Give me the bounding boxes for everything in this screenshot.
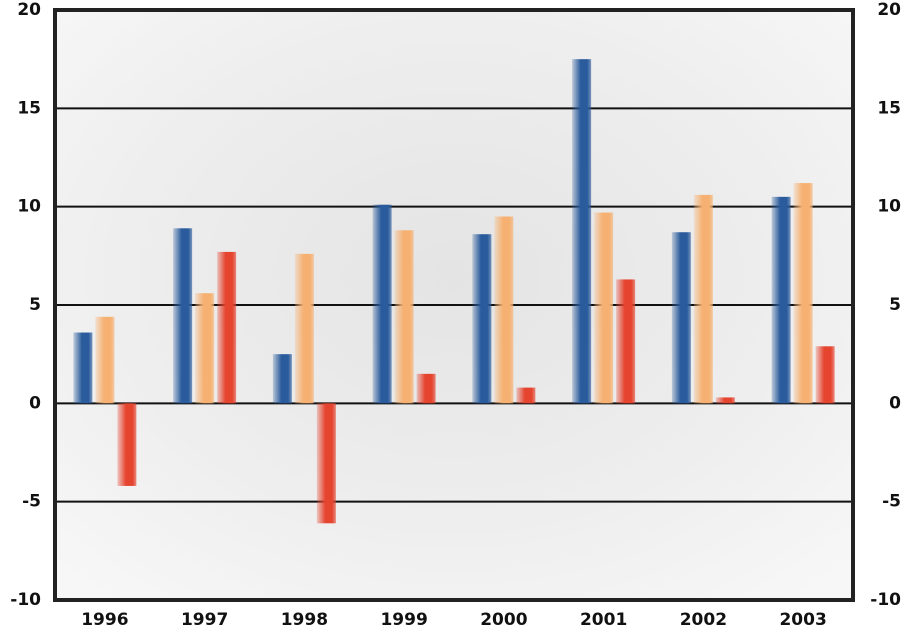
x-tick-label: 2001	[580, 610, 627, 630]
bar	[217, 251, 237, 404]
bar	[516, 387, 536, 404]
y2-tick-label: -5	[882, 492, 901, 512]
bar	[316, 403, 336, 524]
bar	[616, 279, 636, 404]
y2-tick-label: 15	[877, 98, 901, 118]
bar	[693, 194, 713, 404]
plot-frame	[53, 8, 855, 602]
bar	[272, 354, 292, 404]
bar	[671, 232, 691, 404]
bar	[793, 183, 813, 404]
y-tick-label: 5	[29, 295, 41, 315]
x-tick-label: 2002	[680, 610, 727, 630]
y-tick-label: -5	[22, 492, 41, 512]
y-tick-label: 15	[17, 98, 41, 118]
bar	[472, 234, 492, 404]
bar	[572, 59, 592, 404]
y2-tick-label: 0	[889, 393, 901, 413]
bar	[771, 196, 791, 404]
bar	[394, 230, 414, 404]
bar	[494, 216, 514, 404]
bar	[294, 253, 314, 404]
x-tick-label: 1999	[380, 610, 427, 630]
y2-tick-label: 20	[877, 0, 901, 20]
y-tick-label: 10	[17, 197, 41, 217]
bar	[173, 228, 193, 404]
bar	[372, 204, 392, 404]
bar	[594, 212, 614, 404]
bar	[416, 373, 436, 404]
y-tick-label: 0	[29, 393, 41, 413]
x-tick-label: 2003	[779, 610, 826, 630]
x-tick-label: 2000	[480, 610, 527, 630]
bar	[815, 346, 835, 404]
y2-tick-label: 5	[889, 295, 901, 315]
plot	[55, 9, 853, 601]
bar	[117, 403, 137, 486]
y2-tick-label: -10	[870, 590, 901, 610]
x-tick-label: 1998	[281, 610, 328, 630]
y-tick-label: 20	[17, 0, 41, 20]
x-tick-label: 1996	[81, 610, 128, 630]
bar	[715, 397, 735, 404]
y2-tick-label: 10	[877, 197, 901, 217]
bar	[73, 332, 93, 404]
bar	[95, 316, 115, 404]
bar	[195, 293, 215, 404]
x-tick-label: 1997	[181, 610, 228, 630]
y-tick-label: -10	[10, 590, 41, 610]
